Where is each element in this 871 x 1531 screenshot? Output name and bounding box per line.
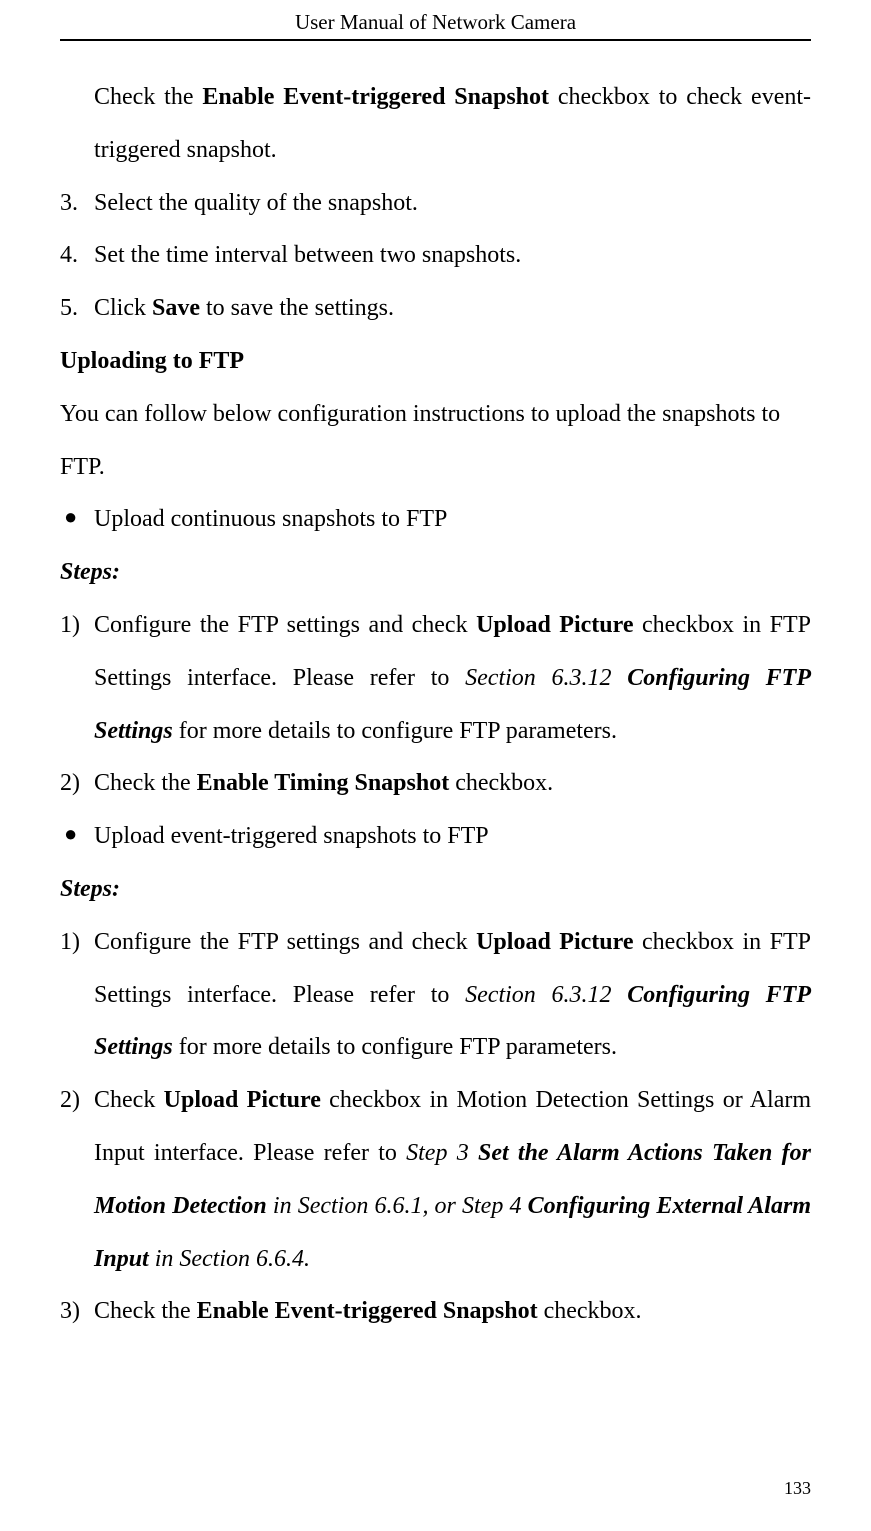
- step-marker: 3): [60, 1285, 94, 1338]
- text: checkbox.: [538, 1298, 642, 1324]
- bullet-item-1: ● Upload continuous snapshots to FTP: [60, 493, 811, 546]
- bullet-marker: ●: [64, 493, 94, 541]
- page-header: User Manual of Network Camera: [60, 0, 811, 41]
- text: Check the: [94, 1298, 197, 1324]
- step-text: Configure the FTP settings and check Upl…: [94, 599, 811, 757]
- step-item-2-1: 1) Configure the FTP settings and check …: [60, 916, 811, 1074]
- bold-text: Save: [152, 295, 200, 321]
- header-title: User Manual of Network Camera: [295, 10, 576, 34]
- text: Configure the FTP settings and check: [94, 612, 476, 638]
- list-marker: 5.: [60, 282, 94, 335]
- italic-text: in: [267, 1193, 298, 1219]
- list-text: Set the time interval between two snapsh…: [94, 229, 811, 282]
- paragraph-continuation: Check the Enable Event-triggered Snapsho…: [60, 71, 811, 177]
- step-marker: 1): [60, 916, 94, 969]
- bullet-marker: ●: [64, 810, 94, 858]
- steps-label: Steps:: [60, 863, 811, 916]
- step-item-1-2: 2) Check the Enable Timing Snapshot chec…: [60, 757, 811, 810]
- italic-text: Section 6.3.12: [465, 665, 627, 691]
- list-item-3: 3. Select the quality of the snapshot.: [60, 177, 811, 230]
- bullet-text: Upload continuous snapshots to FTP: [94, 493, 811, 546]
- bold-text: Upload Picture: [476, 612, 633, 638]
- italic-text: in: [149, 1246, 180, 1272]
- step-text: Check the Enable Timing Snapshot checkbo…: [94, 757, 811, 810]
- step-text: Configure the FTP settings and check Upl…: [94, 916, 811, 1074]
- text: Check the: [94, 770, 197, 796]
- page-content: Check the Enable Event-triggered Snapsho…: [60, 71, 811, 1338]
- text: Check: [94, 1087, 164, 1113]
- step-item-2-3: 3) Check the Enable Event-triggered Snap…: [60, 1285, 811, 1338]
- list-marker: 4.: [60, 229, 94, 282]
- bold-text: Enable Timing Snapshot: [197, 770, 450, 796]
- step-text: Check the Enable Event-triggered Snapsho…: [94, 1285, 811, 1338]
- text: checkbox.: [449, 770, 553, 796]
- bold-text: Enable Event-triggered Snapshot: [197, 1298, 538, 1324]
- paragraph: You can follow below configuration instr…: [60, 388, 811, 494]
- list-item-5: 5. Click Save to save the settings.: [60, 282, 811, 335]
- bold-text: Upload Picture: [164, 1087, 321, 1113]
- step-marker: 2): [60, 1074, 94, 1127]
- text: to save the settings.: [200, 295, 394, 321]
- text: Configure the FTP settings and check: [94, 929, 476, 955]
- italic-text: Step 3: [406, 1140, 478, 1166]
- page-number: 133: [784, 1478, 811, 1499]
- text: for more details to configure FTP parame…: [173, 1034, 617, 1060]
- step-item-1-1: 1) Configure the FTP settings and check …: [60, 599, 811, 757]
- steps-label: Steps:: [60, 546, 811, 599]
- step-marker: 1): [60, 599, 94, 652]
- step-text: Check Upload Picture checkbox in Motion …: [94, 1074, 811, 1285]
- bullet-text: Upload event-triggered snapshots to FTP: [94, 810, 811, 863]
- bold-text: Enable Event-triggered Snapshot: [202, 84, 549, 110]
- list-text: Select the quality of the snapshot.: [94, 177, 811, 230]
- italic-text: Section 6.6.4.: [179, 1246, 310, 1272]
- text: Check the: [94, 84, 202, 110]
- list-item-4: 4. Set the time interval between two sna…: [60, 229, 811, 282]
- italic-text: Section 6.6.1, or Step 4: [298, 1193, 528, 1219]
- section-heading: Uploading to FTP: [60, 335, 811, 388]
- step-item-2-2: 2) Check Upload Picture checkbox in Moti…: [60, 1074, 811, 1285]
- list-marker: 3.: [60, 177, 94, 230]
- text: Click: [94, 295, 152, 321]
- bullet-item-2: ● Upload event-triggered snapshots to FT…: [60, 810, 811, 863]
- italic-text: Section 6.3.12: [465, 982, 627, 1008]
- bold-text: Upload Picture: [476, 929, 633, 955]
- text: for more details to configure FTP parame…: [173, 718, 617, 744]
- list-text: Click Save to save the settings.: [94, 282, 811, 335]
- step-marker: 2): [60, 757, 94, 810]
